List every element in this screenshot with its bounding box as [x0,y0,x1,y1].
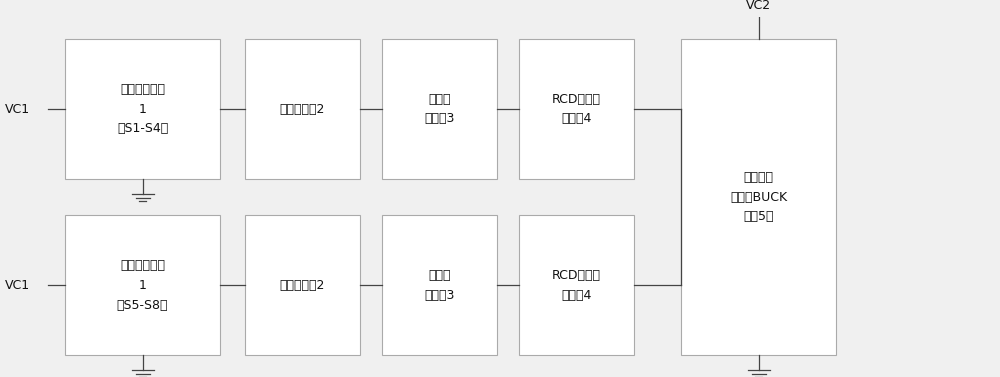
Bar [245,215,360,356]
Text: 隔离变压器2: 隔离变压器2 [280,103,325,116]
Text: 次级谐: 次级谐 [428,93,451,106]
Text: 位电路4: 位电路4 [561,112,592,126]
Text: （同步BUCK: （同步BUCK [730,191,787,204]
Bar [519,215,634,356]
Text: 1: 1 [139,103,146,116]
Text: （S1-S4）: （S1-S4） [117,123,168,135]
Text: 振电感3: 振电感3 [424,289,455,302]
Text: VC1: VC1 [5,103,30,116]
Bar [65,39,220,179]
Bar [519,39,634,179]
Text: 初级开关电路: 初级开关电路 [120,83,165,96]
Text: 初级开关电路: 初级开关电路 [120,259,165,272]
Text: （S5-S8）: （S5-S8） [117,299,168,311]
Text: 次级谐: 次级谐 [428,269,451,282]
Text: 电路5）: 电路5） [743,210,774,224]
Bar [382,39,497,179]
Bar [65,215,220,356]
Text: 隔离变压器2: 隔离变压器2 [280,279,325,292]
Text: 位电路4: 位电路4 [561,289,592,302]
Text: 振电感3: 振电感3 [424,112,455,126]
Text: 1: 1 [139,279,146,292]
Text: VC2: VC2 [746,0,771,12]
Bar [245,39,360,179]
Text: VC1: VC1 [5,279,30,292]
Text: RCD电平移: RCD电平移 [552,269,601,282]
Text: RCD电平移: RCD电平移 [552,93,601,106]
Text: 工作电路: 工作电路 [744,171,774,184]
Bar [681,39,836,356]
Bar [382,215,497,356]
